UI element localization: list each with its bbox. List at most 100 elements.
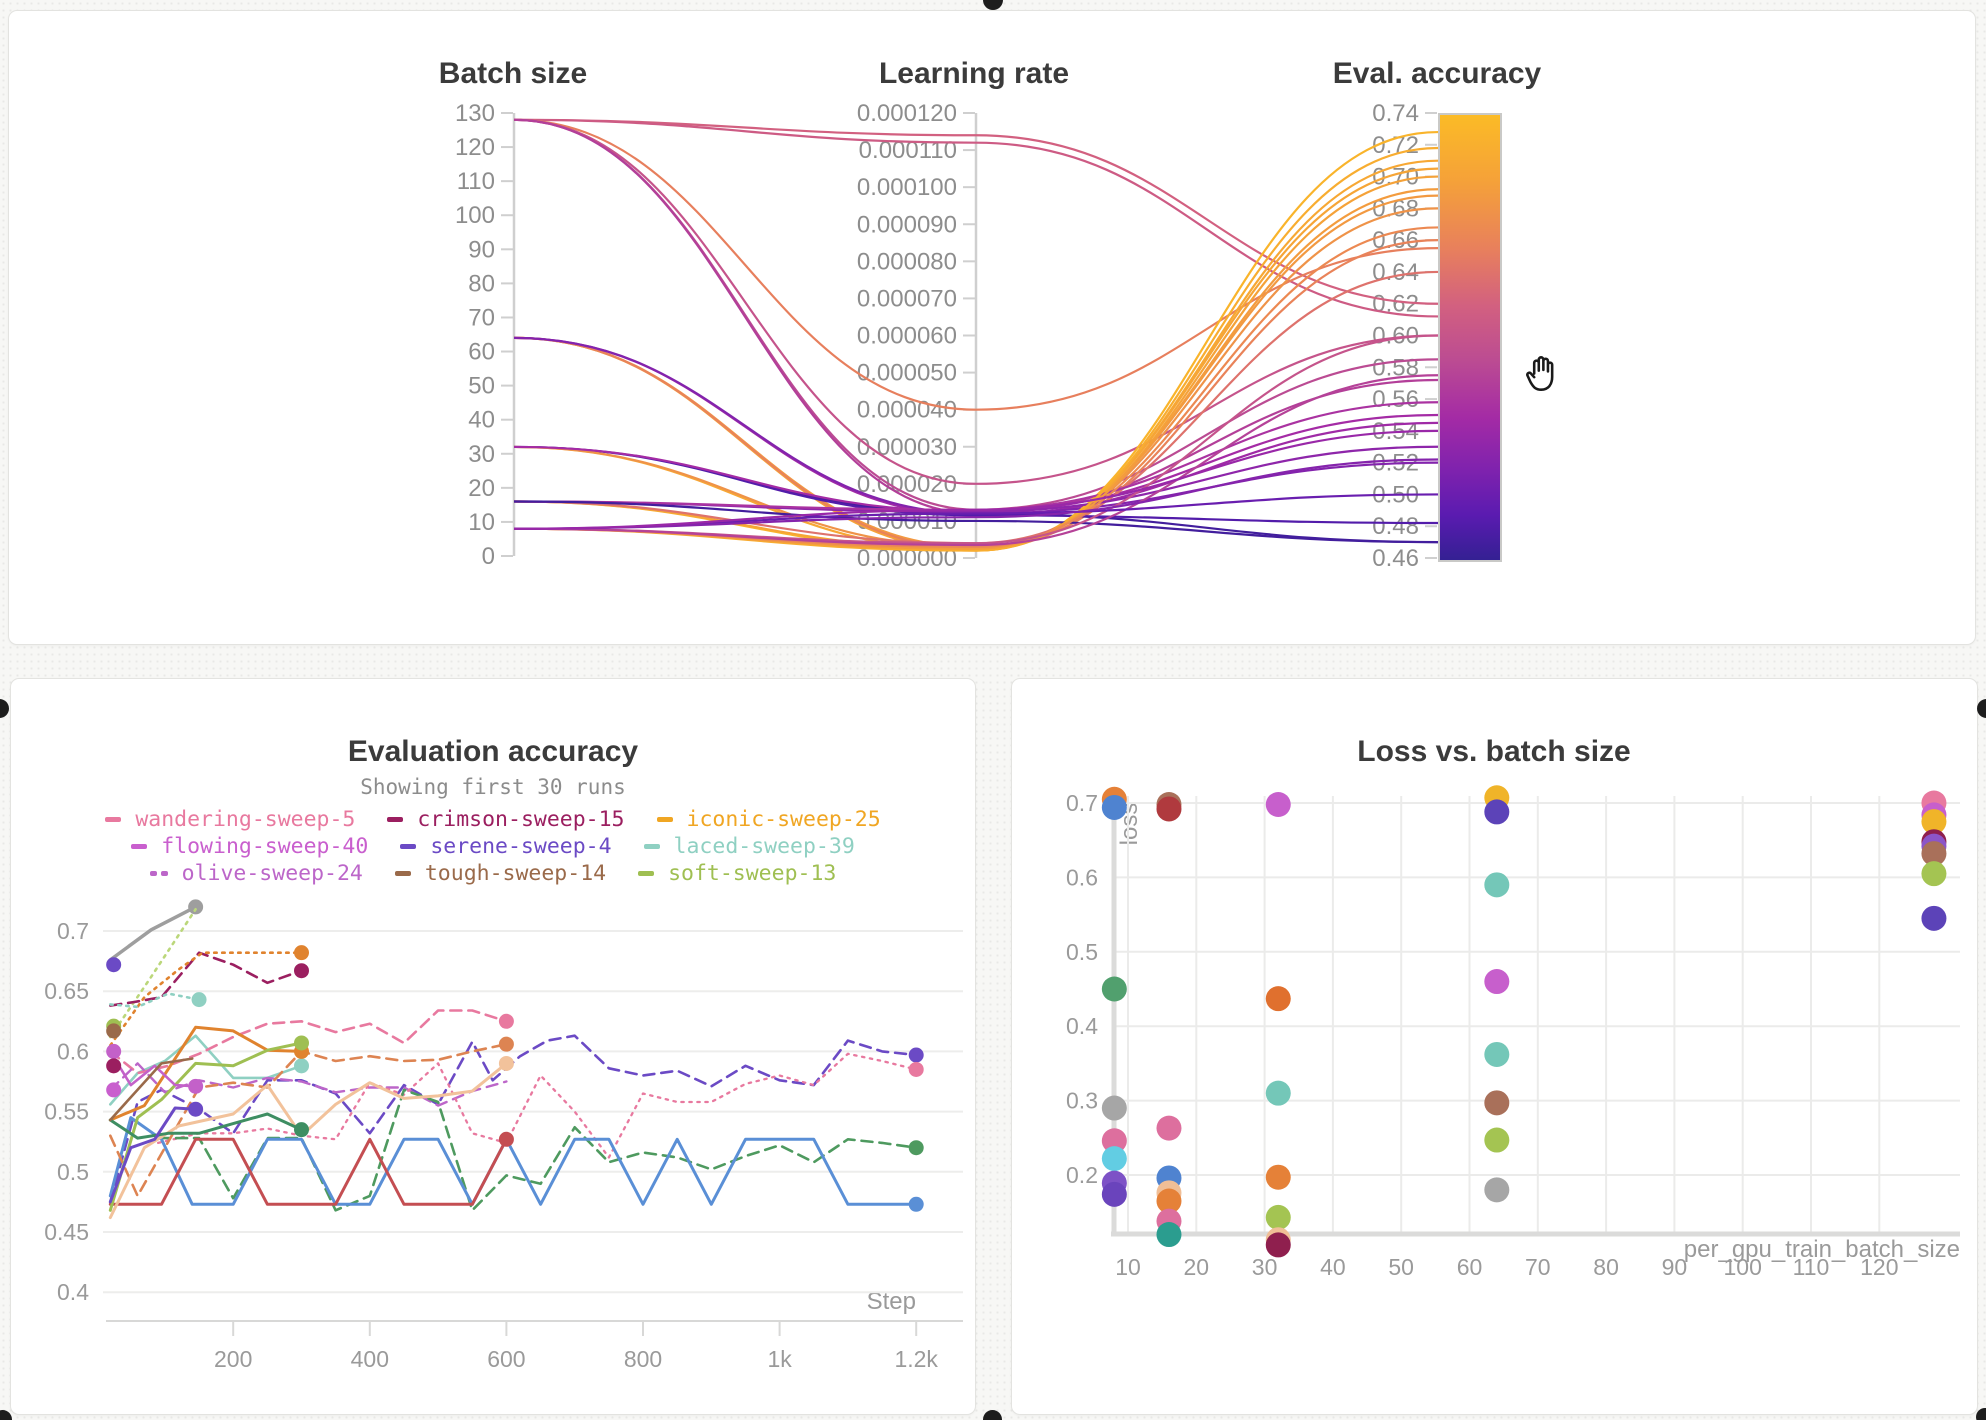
run-line[interactable] (513, 118, 1439, 411)
run-series[interactable] (108, 1112, 303, 1140)
legend-item-olive-sweep-24[interactable]: olive-sweep-24 (149, 861, 363, 886)
series-endpoint[interactable] (191, 992, 207, 1008)
series-endpoint[interactable] (294, 1035, 309, 1051)
scatter-point[interactable] (1101, 1146, 1127, 1172)
run-line[interactable] (513, 458, 1439, 530)
series-endpoint[interactable] (908, 1140, 924, 1156)
run-series[interactable] (109, 1057, 194, 1122)
run-line[interactable] (513, 118, 1439, 318)
scatter-point[interactable] (1156, 1222, 1182, 1248)
resize-handle-right-middle[interactable] (1977, 699, 1986, 718)
legend-item-iconic-sweep-25[interactable]: iconic-sweep-25 (656, 807, 881, 832)
legend-item-tough-sweep-14[interactable]: tough-sweep-14 (394, 861, 606, 886)
run-series[interactable] (108, 1106, 198, 1204)
scatter-point[interactable] (1156, 1115, 1182, 1141)
scatter-point[interactable] (1101, 1095, 1127, 1121)
scatter-point[interactable] (1101, 794, 1127, 820)
series-endpoint[interactable] (294, 945, 309, 961)
scatter-point[interactable] (1921, 861, 1947, 887)
series-endpoint[interactable] (188, 1078, 204, 1094)
parallel-run-lines[interactable] (513, 118, 1439, 552)
scatter-point[interactable] (1265, 791, 1291, 817)
parallel-coordinates-plot[interactable]: 13012011010090807060504030201000.0001200… (9, 11, 1975, 644)
series-endpoint[interactable] (498, 1036, 514, 1052)
scatter-point[interactable] (1265, 1080, 1291, 1106)
scatter-point[interactable] (1265, 1232, 1291, 1258)
resize-handle-bottom-center[interactable] (983, 1410, 1002, 1420)
series-endpoint[interactable] (498, 1013, 514, 1029)
series-endpoint[interactable] (908, 1047, 924, 1063)
scatter-point[interactable] (1484, 1127, 1510, 1153)
series-endpoint[interactable] (908, 1196, 924, 1212)
series-endpoint[interactable] (294, 1122, 309, 1138)
run-series[interactable] (156, 1088, 918, 1212)
run-series[interactable] (156, 1052, 918, 1159)
legend-item-flowing-sweep-40[interactable]: flowing-sweep-40 (131, 834, 368, 859)
run-series[interactable] (109, 992, 201, 1009)
series-endpoint[interactable] (188, 1101, 204, 1117)
run-series[interactable] (109, 951, 303, 1007)
axis-title-eval-accuracy: Eval. accuracy (1332, 57, 1542, 90)
resize-handle-bottom-left[interactable] (0, 1410, 12, 1420)
evaluation-accuracy-panel[interactable]: Evaluation accuracy Showing first 30 run… (10, 678, 976, 1415)
resize-handle-top-center[interactable] (983, 0, 1003, 10)
scatter-point[interactable] (1156, 1188, 1182, 1214)
scatter-point[interactable] (1156, 796, 1182, 822)
loss-vs-batch-size-panel[interactable]: Loss vs. batch size loss per_gpu_train_b… (1011, 678, 1978, 1415)
run-series[interactable] (109, 1062, 508, 1107)
series-point[interactable] (106, 1082, 122, 1098)
scatter-points[interactable] (1101, 785, 1947, 1258)
svg-text:120: 120 (1860, 1254, 1898, 1280)
scatter-point[interactable] (1484, 872, 1510, 898)
run-series[interactable] (109, 1050, 197, 1088)
svg-text:0.6: 0.6 (1066, 864, 1098, 890)
scatter-point[interactable] (1921, 809, 1947, 835)
series-endpoint[interactable] (294, 1058, 309, 1074)
svg-text:200: 200 (214, 1346, 252, 1372)
series-point[interactable] (106, 1058, 122, 1074)
scatter-point[interactable] (1484, 1041, 1510, 1067)
legend-item-serene-sweep-4[interactable]: serene-sweep-4 (400, 834, 612, 859)
legend-item-laced-sweep-39[interactable]: laced-sweep-39 (643, 834, 855, 859)
scatter-point[interactable] (1265, 1164, 1291, 1190)
scatter-point[interactable] (1484, 1177, 1510, 1203)
run-series-lines[interactable] (106, 899, 924, 1220)
legend-item-soft-sweep-13[interactable]: soft-sweep-13 (638, 861, 836, 886)
scatter-point[interactable] (1265, 1204, 1291, 1230)
parallel-coordinates-panel[interactable]: Batch size Learning rate Eval. accuracy … (8, 10, 1976, 645)
resize-handle-bottom-right[interactable] (1976, 1408, 1986, 1420)
scatter-point[interactable] (1484, 799, 1510, 825)
series-endpoint[interactable] (294, 963, 309, 979)
scatter-point[interactable] (1101, 1181, 1127, 1207)
scatter-point[interactable] (1921, 841, 1947, 867)
scatter-point[interactable] (1101, 976, 1127, 1002)
run-line[interactable] (513, 429, 1439, 530)
run-line[interactable] (513, 118, 1439, 485)
scatter-point[interactable] (1484, 1090, 1510, 1116)
run-line[interactable] (513, 500, 1439, 544)
series-point[interactable] (106, 1023, 122, 1039)
run-line[interactable] (513, 374, 1439, 547)
loss-vs-batch-size-plot[interactable]: loss per_gpu_train_batch_size 10 20 30 40 50… (1012, 679, 1977, 1414)
run-series[interactable] (108, 1041, 303, 1212)
resize-handle-left-middle[interactable] (0, 699, 9, 718)
scatter-point[interactable] (1265, 986, 1291, 1012)
legend-item-crimson-sweep-15[interactable]: crimson-sweep-15 (387, 807, 625, 832)
series-endpoint[interactable] (498, 1131, 514, 1147)
legend-item-wandering-sweep-5[interactable]: wandering-sweep-5 (105, 807, 355, 832)
scatter-point[interactable] (1484, 969, 1510, 995)
run-series[interactable] (109, 1009, 508, 1075)
run-series[interactable] (108, 905, 198, 962)
scatter-point[interactable] (1921, 905, 1947, 931)
series-endpoint[interactable] (188, 899, 204, 915)
scatter-point[interactable] (1101, 1128, 1127, 1154)
series-endpoint[interactable] (908, 1061, 924, 1077)
series-point[interactable] (106, 1043, 122, 1059)
run-series[interactable] (108, 1061, 508, 1220)
run-series[interactable] (108, 1137, 508, 1206)
series-endpoint[interactable] (498, 1055, 514, 1071)
run-series[interactable] (109, 951, 303, 1047)
series-point[interactable] (106, 957, 122, 973)
run-series[interactable] (109, 908, 197, 1039)
